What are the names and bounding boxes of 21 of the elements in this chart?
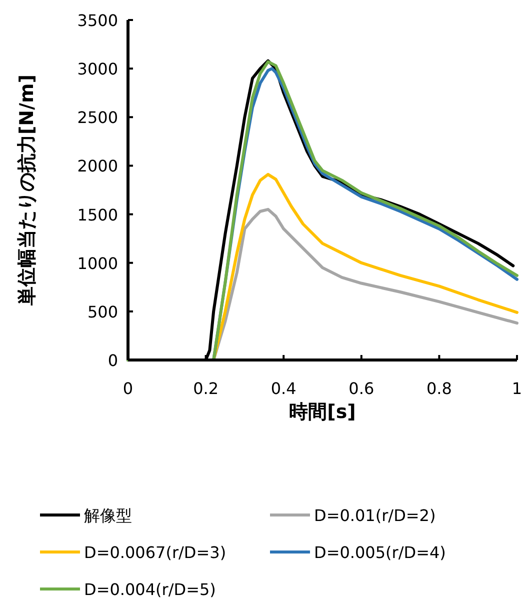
legend-label: D=0.01(r/D=2)	[314, 506, 436, 525]
legend-label: 解像型	[84, 506, 132, 525]
x-tick-label: 1	[512, 379, 522, 398]
y-tick-label: 0	[108, 351, 118, 370]
legend-label: D=0.005(r/D=4)	[314, 543, 446, 562]
x-tick-label: 0	[122, 379, 134, 398]
y-tick-label: 1000	[77, 254, 118, 273]
x-tick-label: 0.6	[348, 379, 374, 398]
x-tick-label: 0.8	[426, 379, 452, 398]
y-axis-title: 単位幅当たりの抗力[N/m]	[16, 74, 38, 307]
y-tick-label: 1500	[77, 205, 118, 224]
y-tick-label: 2500	[77, 108, 118, 128]
x-tick-label: 0.4	[270, 379, 296, 398]
x-axis-title: 時間[s]	[289, 401, 356, 423]
y-tick-label: 3000	[77, 60, 118, 79]
legend-label: D=0.0067(r/D=3)	[84, 543, 226, 562]
y-tick-label: 3500	[77, 11, 118, 30]
x-tick-label: 0.2	[193, 379, 219, 398]
y-tick-label: 500	[87, 302, 118, 322]
legend-label: D=0.004(r/D=5)	[84, 580, 216, 599]
y-tick-label: 2000	[77, 156, 118, 176]
